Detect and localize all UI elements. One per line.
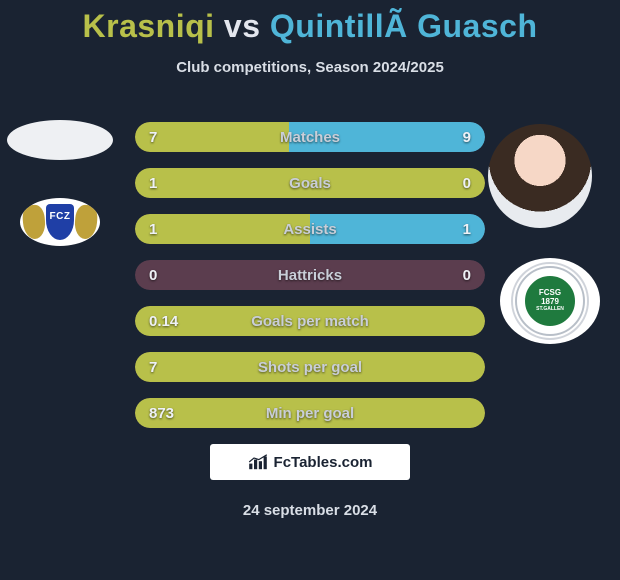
chart-icon [248, 454, 268, 470]
stat-left-value: 7 [149, 122, 157, 152]
stats-bars: 79Matches10Goals11Assists00Hattricks0.14… [135, 122, 485, 444]
player1-avatar [7, 120, 113, 160]
vs-text: vs [224, 8, 261, 44]
badge-text: FcTables.com [274, 454, 373, 471]
stat-right-value: 1 [463, 214, 471, 244]
stat-row: 10Goals [135, 168, 485, 198]
player2-name: QuintillÃ Guasch [270, 8, 538, 44]
player1-name: Krasniqi [83, 8, 215, 44]
stat-row: 00Hattricks [135, 260, 485, 290]
stat-row: 79Matches [135, 122, 485, 152]
stat-left-value: 7 [149, 352, 157, 382]
footer-date: 24 september 2024 [0, 502, 620, 519]
stat-row: 7Shots per goal [135, 352, 485, 382]
stat-right-value: 9 [463, 122, 471, 152]
stat-left-value: 0.14 [149, 306, 178, 336]
stat-right-value: 0 [463, 168, 471, 198]
stat-row: 11Assists [135, 214, 485, 244]
club1-crest [20, 198, 100, 246]
stat-left-value: 1 [149, 168, 157, 198]
stat-left-value: 873 [149, 398, 174, 428]
fctables-badge[interactable]: FcTables.com [210, 444, 410, 480]
stat-row: 873Min per goal [135, 398, 485, 428]
player2-avatar [488, 124, 592, 228]
stat-left-value: 0 [149, 260, 157, 290]
stat-right-value: 0 [463, 260, 471, 290]
season-subtitle: Club competitions, Season 2024/2025 [0, 59, 620, 76]
stat-left-value: 1 [149, 214, 157, 244]
comparison-title: Krasniqi vs QuintillÃ Guasch [0, 0, 620, 45]
club2-crest: FCSG 1879 ST.GALLEN [500, 258, 600, 344]
stat-row: 0.14Goals per match [135, 306, 485, 336]
